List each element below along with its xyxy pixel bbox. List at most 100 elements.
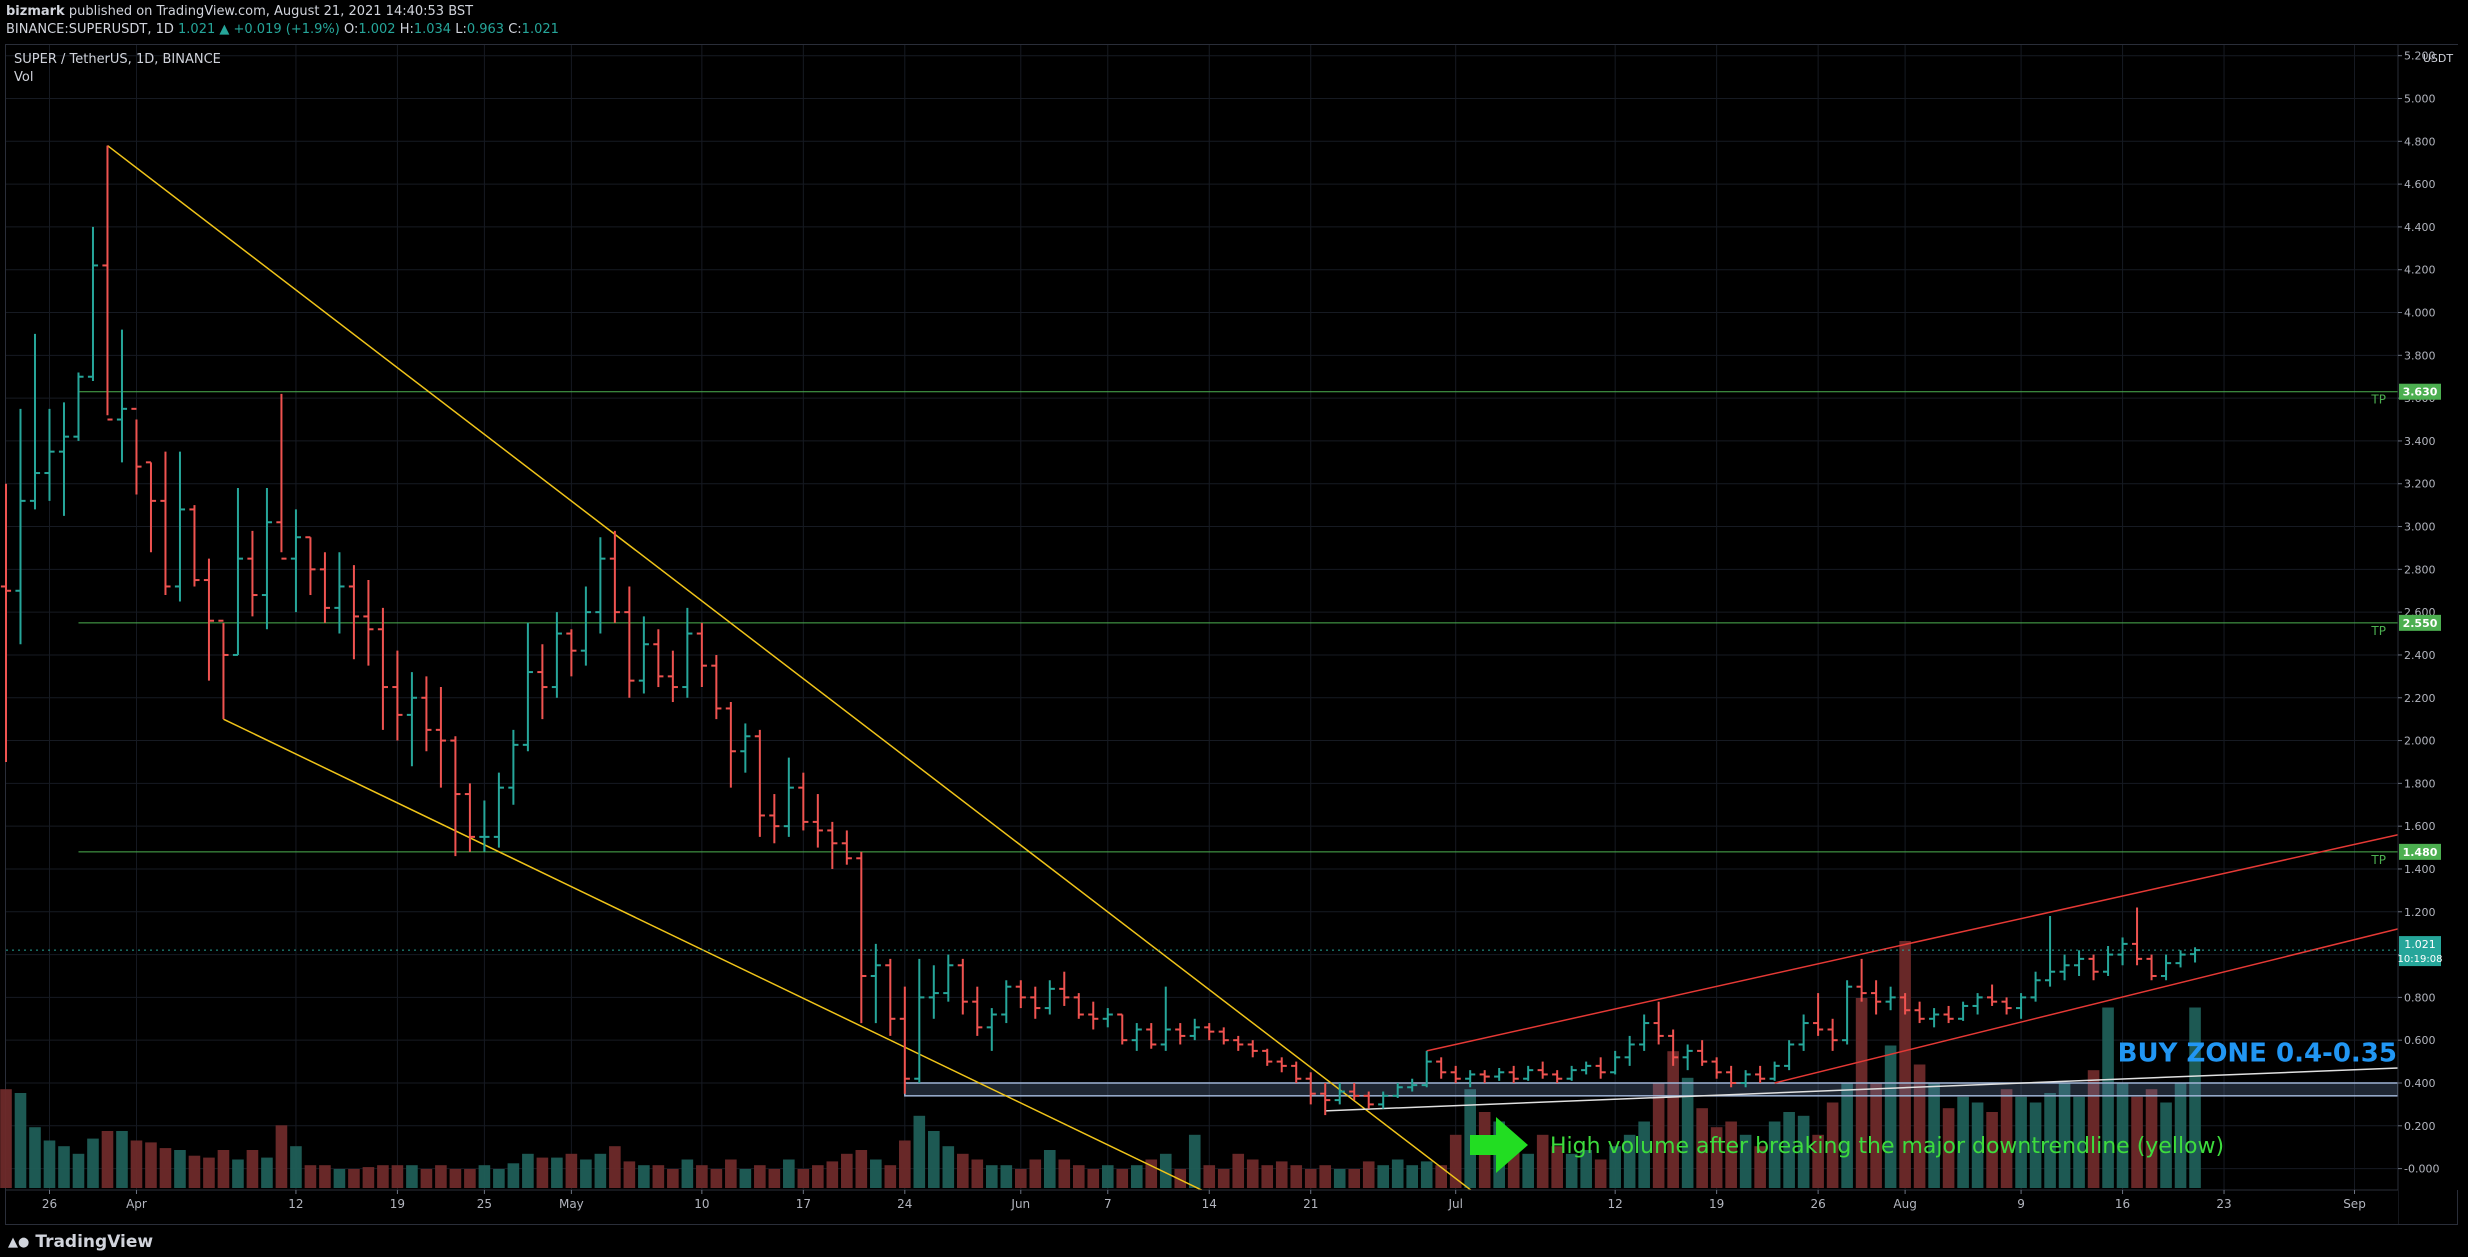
volume-bar xyxy=(1145,1159,1158,1188)
bar-countdown-label: 10:19:08 xyxy=(2398,954,2443,965)
ohlc-bar xyxy=(377,607,388,730)
volume-bars xyxy=(0,941,2201,1188)
volume-bar xyxy=(2116,1083,2129,1188)
ohlc-bar xyxy=(595,537,606,634)
ohlc-bar xyxy=(58,402,70,516)
volume-bar xyxy=(2029,1102,2042,1188)
volume-bar xyxy=(1435,1165,1447,1188)
ohlc-bar xyxy=(1320,1082,1331,1116)
volume-bar xyxy=(942,1146,955,1188)
volume-bar xyxy=(1754,1146,1766,1188)
volume-bar xyxy=(1275,1161,1288,1188)
time-tick-label: 10 xyxy=(694,1197,709,1211)
volume-legend: Vol xyxy=(14,70,34,85)
volume-bar xyxy=(1391,1159,1404,1188)
ohlc-bar xyxy=(1392,1082,1403,1098)
volume-bar xyxy=(261,1157,273,1188)
volume-bar xyxy=(826,1161,839,1188)
ohlc-bar xyxy=(2102,946,2114,976)
published-text: published on TradingView.com, August 21,… xyxy=(64,4,474,19)
volume-bar xyxy=(1232,1153,1245,1188)
volume-bar xyxy=(232,1159,244,1188)
volume-annotation: High volume after breaking the major dow… xyxy=(1550,1134,2224,1159)
volume-bar xyxy=(739,1169,752,1188)
volume-bar xyxy=(1014,1169,1027,1188)
ohlc-bar xyxy=(174,451,186,602)
ohlc-bar xyxy=(537,644,548,720)
volume-bar xyxy=(1420,1161,1433,1188)
time-tick-label: 26 xyxy=(42,1197,57,1211)
volume-bar xyxy=(681,1159,694,1188)
volume-bar xyxy=(783,1159,795,1188)
ohlc-bar xyxy=(2175,950,2186,968)
ohlc-bar xyxy=(1421,1050,1432,1088)
volume-bar xyxy=(985,1165,998,1188)
volume-bar xyxy=(246,1150,259,1188)
time-axis: 26 Apr 12 19 25 May 10 17 24 Jun 7 14 21 Jul 12 19 26 Aug… xyxy=(6,1189,2398,1224)
ohlc-bar xyxy=(189,505,200,587)
time-tick-label: 14 xyxy=(1202,1197,1217,1211)
ohlc-bar xyxy=(87,226,99,382)
ohlc-bar xyxy=(160,451,171,596)
volume-bar xyxy=(1855,998,1868,1188)
ohlc-bar xyxy=(1363,1091,1374,1109)
ohlc-bar xyxy=(1131,1023,1142,1051)
grid xyxy=(6,45,2398,1190)
volume-bar xyxy=(159,1148,172,1188)
volume-bar xyxy=(797,1169,810,1188)
ohlc-bar xyxy=(1755,1065,1766,1083)
time-tick-label: 17 xyxy=(796,1197,811,1211)
tradingview-brand[interactable]: ▲● TradingView xyxy=(8,1232,153,1252)
time-tick-label: May xyxy=(559,1197,584,1211)
ohlc-bar xyxy=(638,616,649,694)
volume-bar xyxy=(1797,1115,1810,1188)
volume-bar xyxy=(2145,1089,2158,1188)
ohlc-bar xyxy=(551,612,562,698)
ohlc-bar xyxy=(928,965,939,1019)
ohlc-bar xyxy=(2059,954,2070,981)
volume-bar xyxy=(1913,1064,1926,1188)
ohlc-bar xyxy=(290,509,302,613)
ohlc-bar xyxy=(334,552,345,634)
volume-bar xyxy=(449,1169,462,1188)
ohlc-bar xyxy=(232,488,244,656)
time-tick-label: 23 xyxy=(2216,1197,2231,1211)
volume-bar xyxy=(1725,1121,1737,1188)
time-tick-label: 9 xyxy=(2017,1197,2025,1211)
volume-bar xyxy=(638,1165,650,1188)
open-value: 1.002 xyxy=(358,22,396,37)
time-tick-label: 19 xyxy=(390,1197,405,1211)
volume-bar xyxy=(116,1131,128,1188)
volume-bar xyxy=(362,1167,375,1188)
volume-bar xyxy=(1841,1083,1853,1188)
volume-bar xyxy=(841,1153,853,1188)
ohlc-bar xyxy=(1479,1070,1490,1083)
volume-bar xyxy=(1174,1169,1187,1188)
low-label: L: xyxy=(455,22,467,37)
price-tick-label: 1.800 xyxy=(2404,777,2436,790)
volume-bar xyxy=(754,1165,766,1188)
ohlc-bar xyxy=(1334,1082,1345,1105)
price-change: ▲ +0.019 (+1.9%) xyxy=(219,22,340,37)
volume-bar xyxy=(1870,1083,1882,1188)
volume-bar xyxy=(1899,941,1911,1188)
ohlc-bar xyxy=(2073,950,2085,976)
price-tick-label: 2.400 xyxy=(2404,649,2436,662)
close-label: C: xyxy=(508,22,522,37)
ohlc-bar xyxy=(2117,937,2128,966)
price-tick-label: -0.000 xyxy=(2404,1163,2439,1176)
ohlc-bar xyxy=(15,408,26,645)
author-name[interactable]: bizmark xyxy=(6,4,65,19)
ohlc-bar xyxy=(1798,1014,1809,1051)
volume-bar xyxy=(1783,1112,1795,1188)
price-tick-label: 1.600 xyxy=(2404,820,2436,833)
ohlc-bar xyxy=(986,1008,997,1051)
volume-bar xyxy=(2015,1096,2027,1188)
ohlc-bar xyxy=(1581,1061,1592,1075)
ohlc-bar xyxy=(1900,993,1911,1015)
ohlc-bar xyxy=(450,736,461,857)
ohlc-bars xyxy=(0,145,2201,1116)
ohlc-bar xyxy=(261,488,273,630)
open-label: O: xyxy=(343,22,359,37)
